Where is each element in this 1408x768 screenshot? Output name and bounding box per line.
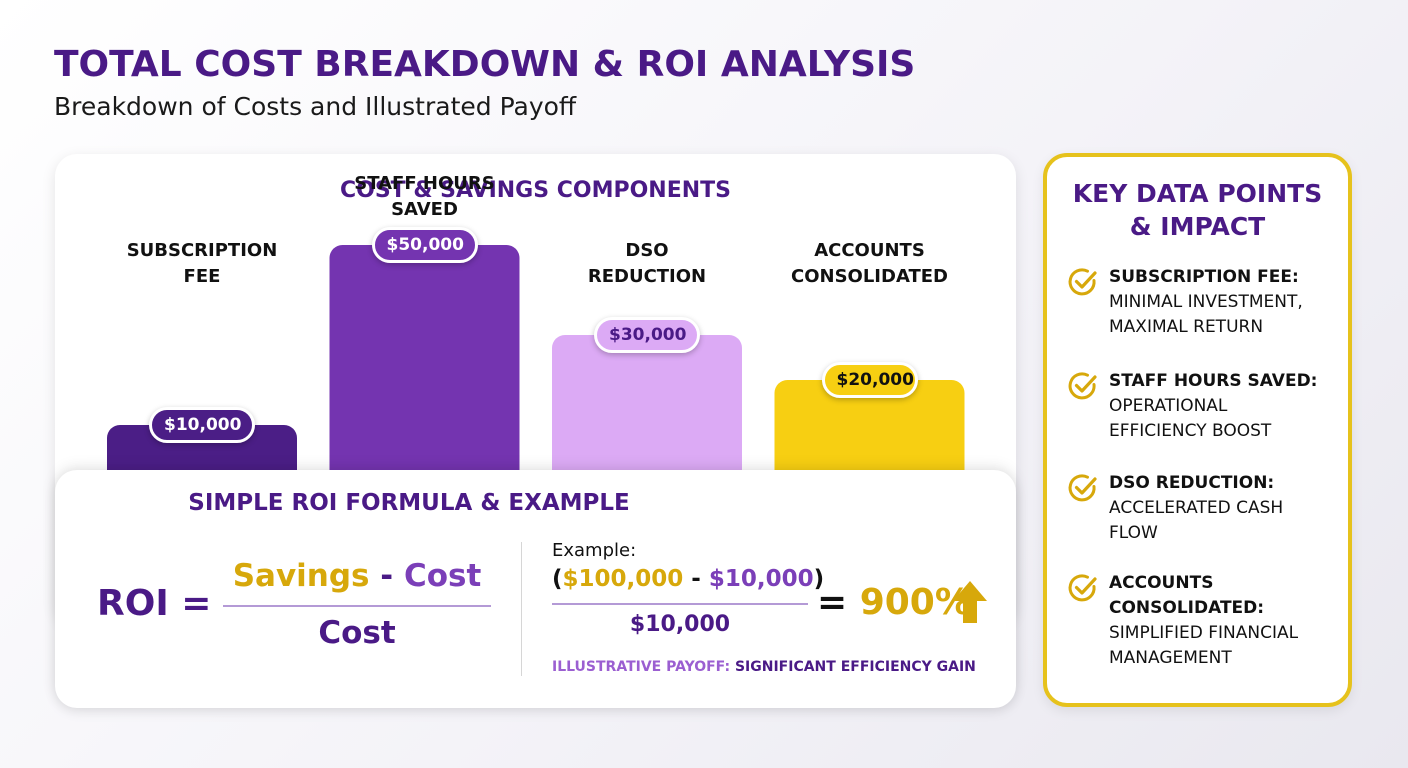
key-point-description: OPERATIONAL EFFICIENCY BOOST <box>1109 396 1272 441</box>
formula-minus: - <box>369 558 404 594</box>
bar-value-label-4: $20,000 <box>821 362 918 398</box>
roi-formula-card: SIMPLE ROI FORMULA & EXAMPLE ROI = Savin… <box>55 470 1016 708</box>
payoff-note: ILLUSTRATIVE PAYOFF: SIGNIFICANT EFFICIE… <box>552 659 976 675</box>
formula-savings: Savings <box>232 558 370 594</box>
example-result: = 900% <box>817 582 971 623</box>
chart-title: COST & SAVINGS COMPONENTS <box>339 178 732 203</box>
payoff-prefix: ILLUSTRATIVE PAYOFF: <box>552 659 735 675</box>
ex-savings-value: $100,000 <box>562 566 684 592</box>
ex-minus: - <box>683 566 709 592</box>
check-circle-icon <box>1068 268 1097 296</box>
formula-cost: Cost <box>403 558 482 594</box>
bar-2 <box>329 245 520 510</box>
formula-numerator: Savings - Cost <box>223 558 491 594</box>
key-point-description: ACCELERATED CASH FLOW <box>1109 498 1284 543</box>
bar-value-label-2: $50,000 <box>371 227 478 263</box>
category-label-2: STAFF HOURS SAVED <box>354 173 495 220</box>
key-point-heading: ACCOUNTS CONSOLIDATED: <box>1109 573 1265 618</box>
side-title-line-1: KEY DATA POINTS <box>1072 179 1323 208</box>
example-denominator: $10,000 <box>629 612 731 637</box>
ex-cost-value: $10,000 <box>708 566 814 592</box>
roi-title: SIMPLE ROI FORMULA & EXAMPLE <box>188 490 630 516</box>
key-point-heading: SUBSCRIPTION FEE: <box>1109 267 1299 287</box>
roi-result-value: 900% <box>859 582 971 623</box>
key-point-description: SIMPLIFIED FINANCIAL MANAGEMENT <box>1109 623 1299 668</box>
category-label-4: ACCOUNTS CONSOLIDATED <box>791 240 948 287</box>
side-title-line-2: & IMPACT <box>1129 212 1266 241</box>
ex-equals: = <box>817 582 860 623</box>
key-point-heading: DSO REDUCTION: <box>1109 473 1275 493</box>
up-arrow-icon <box>953 581 987 623</box>
key-point-description: MINIMAL INVESTMENT, MAXIMAL RETURN <box>1109 292 1303 337</box>
page-title: TOTAL COST BREAKDOWN & ROI ANALYSIS <box>54 44 916 85</box>
key-data-points-panel: KEY DATA POINTS & IMPACT SUBSCRIPTION FE… <box>1043 153 1352 707</box>
formula-fraction-bar <box>223 605 491 607</box>
key-point-heading: STAFF HOURS SAVED: <box>1109 371 1318 391</box>
example-label: Example: <box>552 540 637 561</box>
bar-3 <box>552 335 742 510</box>
payoff-text: SIGNIFICANT EFFICIENCY GAIN <box>734 659 976 675</box>
check-circle-icon <box>1068 474 1097 502</box>
example-numerator: ($100,000 - $10,000) <box>552 566 824 592</box>
category-label-3: DSO REDUCTION <box>587 240 707 287</box>
category-label-1: SUBSCRIPTION FEE <box>126 240 278 287</box>
ex-close-paren: ) <box>813 566 825 592</box>
bar-value-label-3: $30,000 <box>594 317 700 353</box>
check-circle-icon <box>1068 574 1097 602</box>
check-circle-icon <box>1068 372 1097 400</box>
example-fraction-bar <box>552 603 808 605</box>
page-subtitle: Breakdown of Costs and Illustrated Payof… <box>54 92 577 121</box>
formula-denominator: Cost <box>318 615 396 651</box>
section-divider <box>521 542 522 676</box>
roi-lhs: ROI = <box>97 583 212 624</box>
bar-value-label-1: $10,000 <box>149 407 255 443</box>
ex-open-paren: ( <box>552 566 563 592</box>
side-panel-title: KEY DATA POINTS & IMPACT <box>1047 177 1348 243</box>
